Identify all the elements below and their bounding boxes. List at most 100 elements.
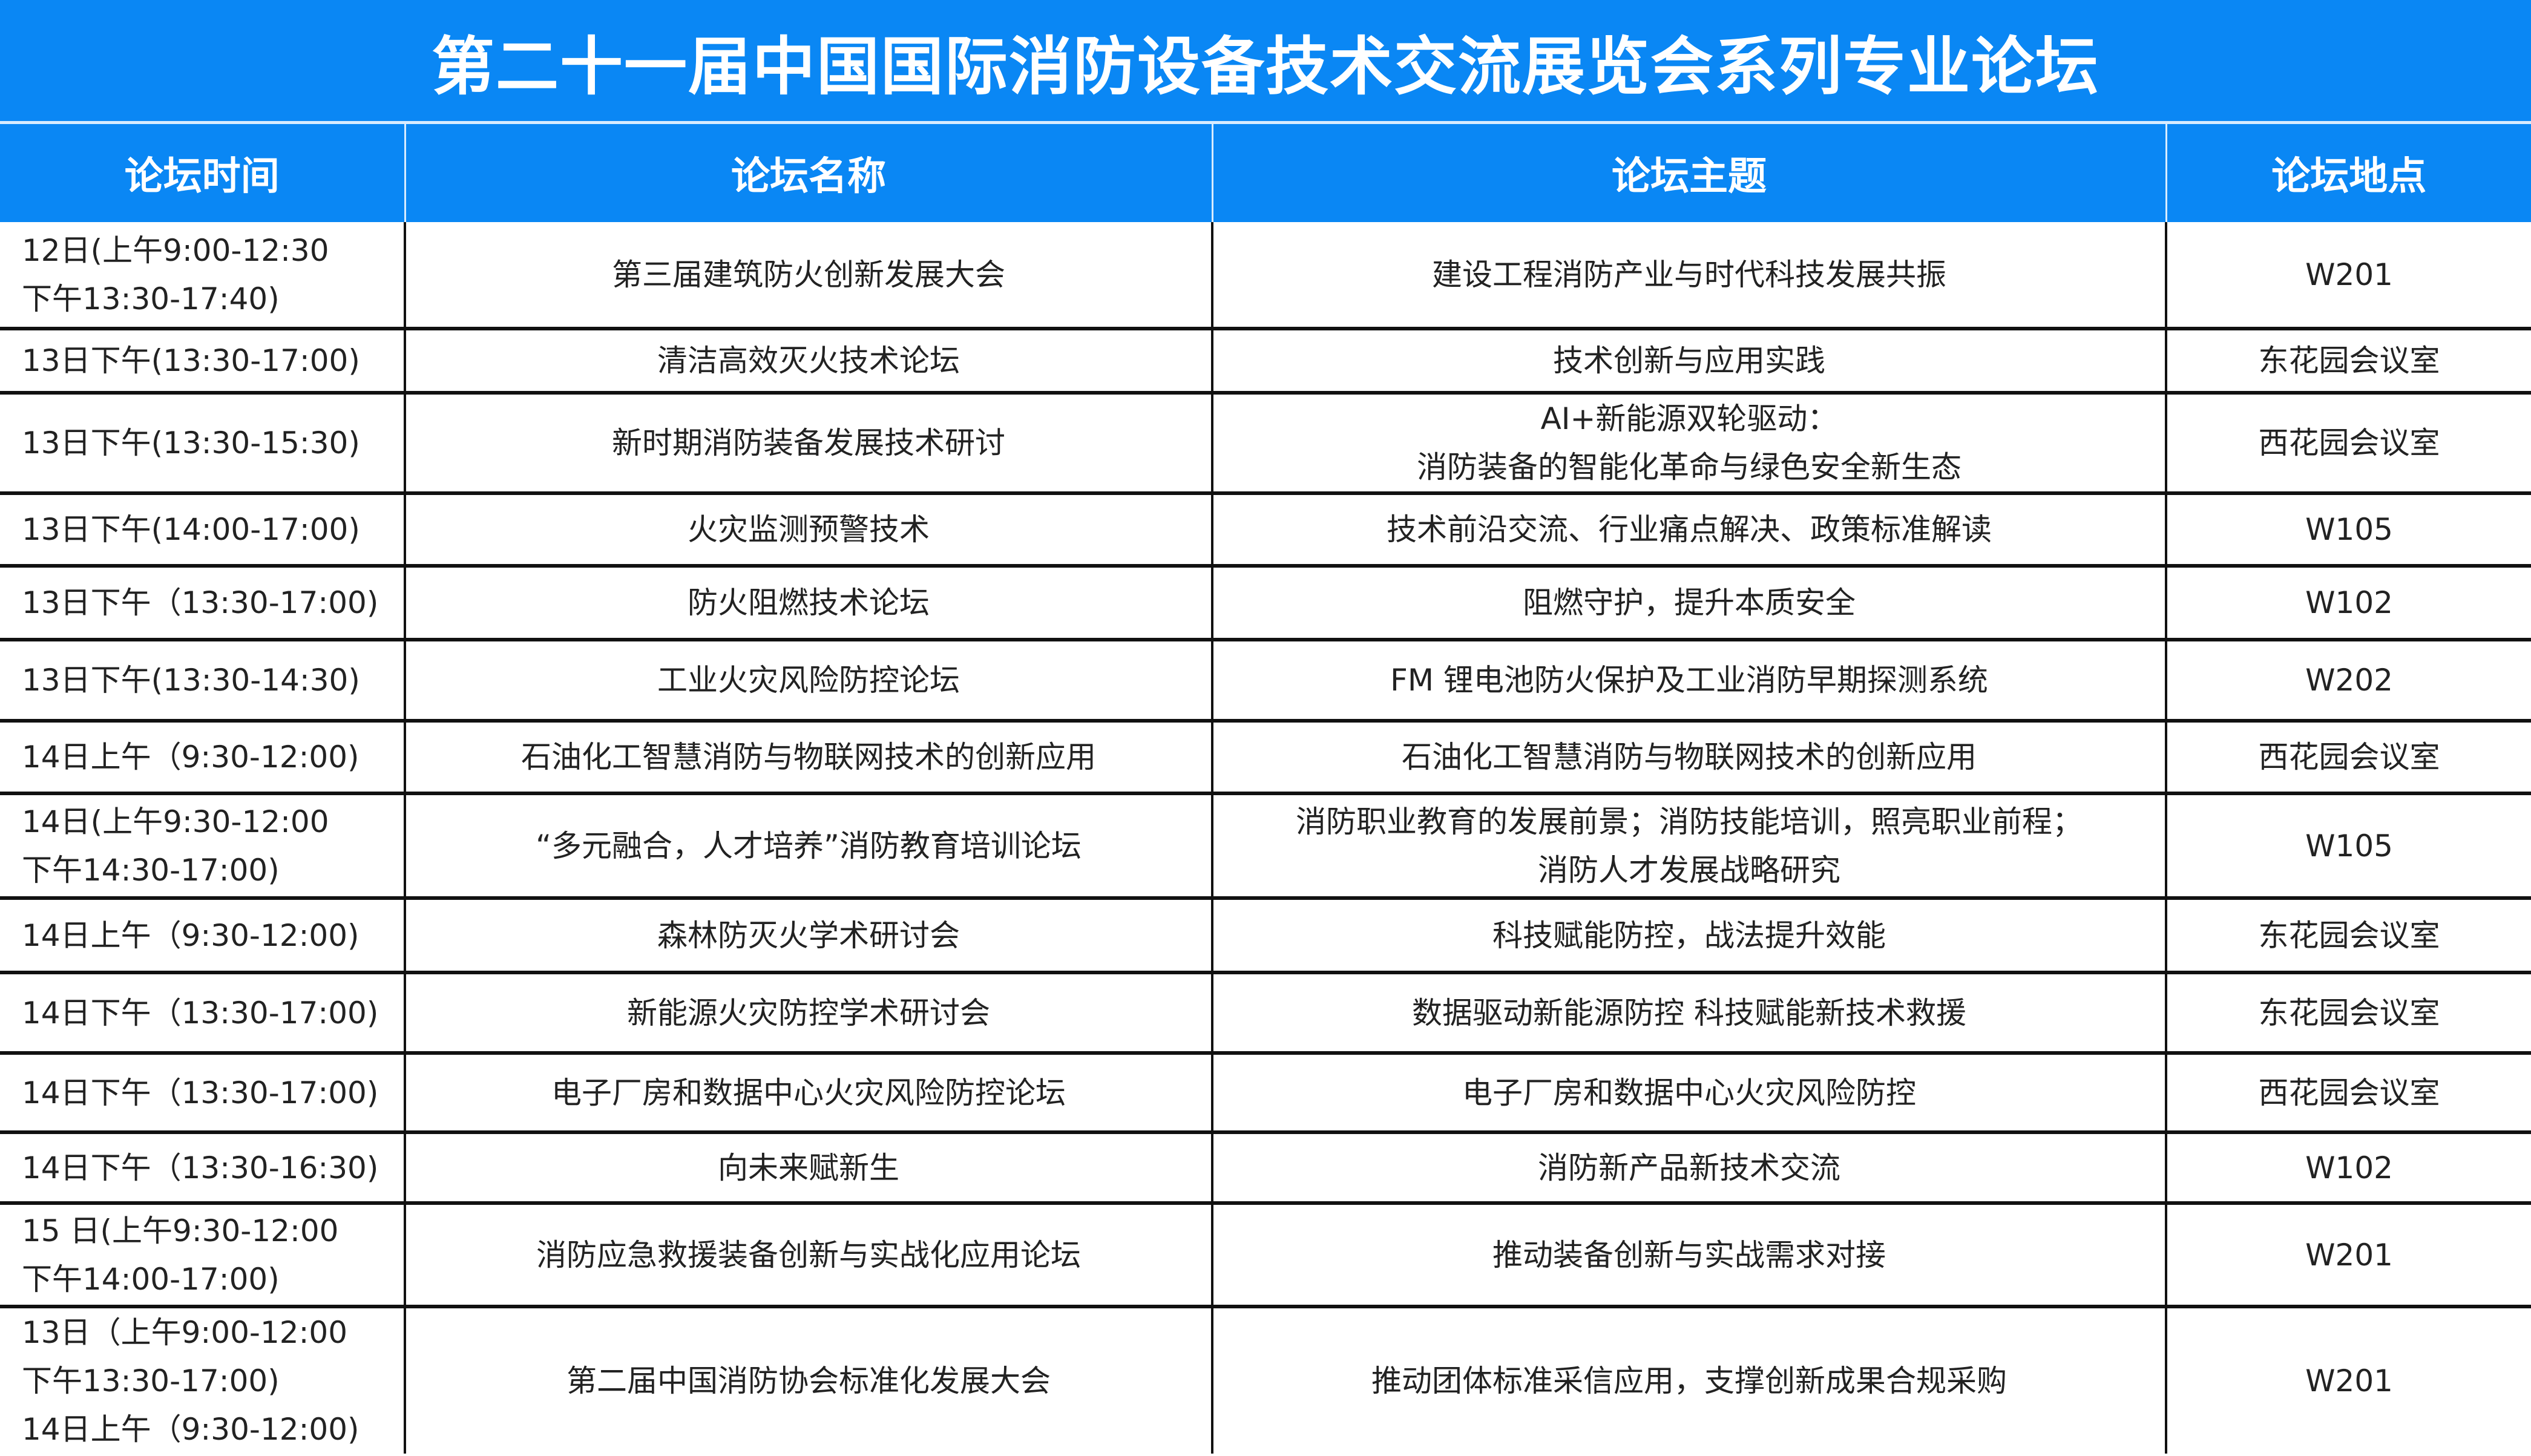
cell-venue: W201 — [2165, 1201, 2531, 1307]
table-row: 13日（上午9:00-12:00 下午13:30-17:00) 14日上午（9:30… — [0, 1305, 2531, 1454]
cell-time: 13日下午(13:30-17:00) — [0, 327, 405, 393]
cell-text: 14日下午（13:30-17:00) — [22, 995, 379, 1031]
cell-time: 13日下午(13:30-15:30) — [0, 391, 405, 493]
cell-name: 新时期消防装备发展技术研讨 — [404, 391, 1212, 493]
cell-time: 14日下午（13:30-17:00) — [0, 971, 405, 1053]
cell-text: 建设工程消防产业与时代科技发展共振 — [1432, 257, 1946, 292]
cell-text: 14日下午（13:30-16:30) — [22, 1150, 379, 1185]
cell-venue: W201 — [2165, 1305, 2531, 1454]
cell-text: 森林防灭火学术研讨会 — [657, 917, 960, 953]
cell-venue: 东花园会议室 — [2165, 327, 2531, 393]
cell-theme: 推动团体标准采信应用，支撑创新成果合规采购 — [1211, 1305, 2166, 1454]
cell-text: 14日(上午9:30-12:00 — [22, 804, 329, 839]
cell-text: W102 — [2305, 1150, 2393, 1185]
cell-text: 14日下午（13:30-17:00) — [22, 1075, 379, 1110]
cell-name: “多元融合，人才培养”消防教育培训论坛 — [404, 792, 1212, 898]
cell-name: 消防应急救援装备创新与实战化应用论坛 — [404, 1201, 1212, 1307]
cell-text: 第二届中国消防协会标准化发展大会 — [566, 1363, 1051, 1399]
table-row: 15 日(上午9:30-12:00 下午14:00-17:00) 消防应急救援装备创… — [0, 1201, 2531, 1307]
cell-theme: 消防新产品新技术交流 — [1211, 1130, 2166, 1203]
cell-text: 东花园会议室 — [2258, 917, 2440, 953]
cell-text: W202 — [2305, 663, 2393, 698]
table-header-row: 论坛时间 论坛名称 论坛主题 论坛地点 — [0, 121, 2531, 222]
cell-text: 下午13:30-17:00) — [22, 1363, 280, 1399]
cell-venue: 西花园会议室 — [2165, 719, 2531, 793]
cell-text: 西花园会议室 — [2258, 1075, 2440, 1110]
table-row: 12日(上午9:00-12:30 下午13:30-17:40) 第三届建筑防火创新发… — [0, 222, 2531, 329]
table-row: 13日下午(13:30-14:30) 工业火灾风险防控论坛 FM 锂电池防火保护及工… — [0, 638, 2531, 721]
cell-text: 数据驱动新能源防控 科技赋能新技术救援 — [1412, 995, 1966, 1031]
table-row: 13日下午（13:30-17:00) 防火阻燃技术论坛 阻燃守护，提升本质安全 W10… — [0, 564, 2531, 640]
cell-theme: 阻燃守护，提升本质安全 — [1211, 564, 2166, 640]
cell-name: 石油化工智慧消防与物联网技术的创新应用 — [404, 719, 1212, 793]
column-header-name: 论坛名称 — [404, 121, 1212, 222]
cell-venue: W105 — [2165, 792, 2531, 898]
cell-text: 西花园会议室 — [2258, 425, 2440, 461]
cell-venue: W201 — [2165, 222, 2531, 329]
column-header-theme: 论坛主题 — [1211, 121, 2166, 222]
cell-text: 石油化工智慧消防与物联网技术的创新应用 — [521, 739, 1096, 775]
table-row: 14日上午（9:30-12:00) 森林防灭火学术研讨会 科技赋能防控，战法提升效能… — [0, 896, 2531, 972]
cell-text: 科技赋能防控，战法提升效能 — [1492, 917, 1886, 953]
cell-text: 推动团体标准采信应用，支撑创新成果合规采购 — [1371, 1363, 2007, 1399]
cell-text: FM 锂电池防火保护及工业消防早期探测系统 — [1390, 663, 1988, 698]
cell-text: 西花园会议室 — [2258, 739, 2440, 775]
cell-name: 防火阻燃技术论坛 — [404, 564, 1212, 640]
cell-venue: 西花园会议室 — [2165, 391, 2531, 493]
cell-venue: W105 — [2165, 491, 2531, 566]
cell-theme: 建设工程消防产业与时代科技发展共振 — [1211, 222, 2166, 329]
cell-text: 石油化工智慧消防与物联网技术的创新应用 — [1402, 739, 1977, 775]
cell-text: W105 — [2305, 828, 2393, 864]
cell-theme: 石油化工智慧消防与物联网技术的创新应用 — [1211, 719, 2166, 793]
cell-text: W102 — [2305, 585, 2393, 620]
cell-name: 电子厂房和数据中心火灾风险防控论坛 — [404, 1051, 1212, 1132]
cell-time: 13日下午（13:30-17:00) — [0, 564, 405, 640]
cell-theme: 技术创新与应用实践 — [1211, 327, 2166, 393]
cell-text: 13日下午(13:30-15:30) — [22, 425, 360, 461]
cell-theme: 电子厂房和数据中心火灾风险防控 — [1211, 1051, 2166, 1132]
cell-text: 新时期消防装备发展技术研讨 — [612, 425, 1005, 461]
cell-text: 东花园会议室 — [2258, 343, 2440, 378]
cell-theme: AI+新能源双轮驱动： 消防装备的智能化革命与绿色安全新生态 — [1211, 391, 2166, 493]
cell-text: 技术前沿交流、行业痛点解决、政策标准解读 — [1387, 512, 1992, 547]
cell-name: 第二届中国消防协会标准化发展大会 — [404, 1305, 1212, 1454]
page-title: 第二十一届中国国际消防设备技术交流展览会系列专业论坛 — [0, 0, 2531, 121]
cell-text: 消防职业教育的发展前景；消防技能培训，照亮职业前程； — [1296, 804, 2083, 839]
cell-text: 下午14:00-17:00) — [22, 1261, 280, 1297]
table-body: 12日(上午9:00-12:30 下午13:30-17:40) 第三届建筑防火创新发… — [0, 222, 2531, 1454]
cell-venue: W102 — [2165, 1130, 2531, 1203]
cell-theme: 数据驱动新能源防控 科技赋能新技术救援 — [1211, 971, 2166, 1053]
cell-venue: W102 — [2165, 564, 2531, 640]
cell-text: “多元融合，人才培养”消防教育培训论坛 — [536, 828, 1082, 864]
cell-text: 技术创新与应用实践 — [1553, 343, 1825, 378]
cell-name: 工业火灾风险防控论坛 — [404, 638, 1212, 721]
cell-text: 下午14:30-17:00) — [22, 852, 280, 888]
cell-text: 向未来赋新生 — [718, 1150, 899, 1185]
cell-text: 东花园会议室 — [2258, 995, 2440, 1031]
forum-schedule-table: 论坛时间 论坛名称 论坛主题 论坛地点 12日(上午9:00-12:30 下午13… — [0, 121, 2531, 1454]
column-header-venue: 论坛地点 — [2165, 121, 2531, 222]
table-row: 13日下午(13:30-17:00) 清洁高效灭火技术论坛 技术创新与应用实践 东花园… — [0, 327, 2531, 393]
cell-venue: W202 — [2165, 638, 2531, 721]
cell-text: W201 — [2305, 257, 2393, 292]
cell-text: 14日上午（9:30-12:00) — [22, 917, 359, 953]
cell-time: 13日下午(13:30-14:30) — [0, 638, 405, 721]
cell-text: 清洁高效灭火技术论坛 — [657, 343, 960, 378]
table-row: 13日下午(14:00-17:00) 火灾监测预警技术 技术前沿交流、行业痛点解决、… — [0, 491, 2531, 566]
cell-time: 14日(上午9:30-12:00 下午14:30-17:00) — [0, 792, 405, 898]
cell-text: 13日下午(14:00-17:00) — [22, 512, 360, 547]
cell-theme: 技术前沿交流、行业痛点解决、政策标准解读 — [1211, 491, 2166, 566]
cell-text: 第三届建筑防火创新发展大会 — [612, 257, 1005, 292]
table-row: 14日(上午9:30-12:00 下午14:30-17:00) “多元融合，人才培养… — [0, 792, 2531, 898]
cell-text: W105 — [2305, 512, 2393, 547]
cell-venue: 西花园会议室 — [2165, 1051, 2531, 1132]
cell-theme: 消防职业教育的发展前景；消防技能培训，照亮职业前程； 消防人才发展战略研究 — [1211, 792, 2166, 898]
cell-text: 推动装备创新与实战需求对接 — [1492, 1237, 1886, 1273]
cell-text: 13日下午(13:30-14:30) — [22, 663, 360, 698]
cell-text: 阻燃守护，提升本质安全 — [1523, 585, 1856, 620]
cell-time: 12日(上午9:00-12:30 下午13:30-17:40) — [0, 222, 405, 329]
cell-text: 消防人才发展战略研究 — [1538, 852, 1840, 888]
cell-venue: 东花园会议室 — [2165, 971, 2531, 1053]
cell-text: 电子厂房和数据中心火灾风险防控论坛 — [551, 1075, 1066, 1110]
cell-name: 新能源火灾防控学术研讨会 — [404, 971, 1212, 1053]
